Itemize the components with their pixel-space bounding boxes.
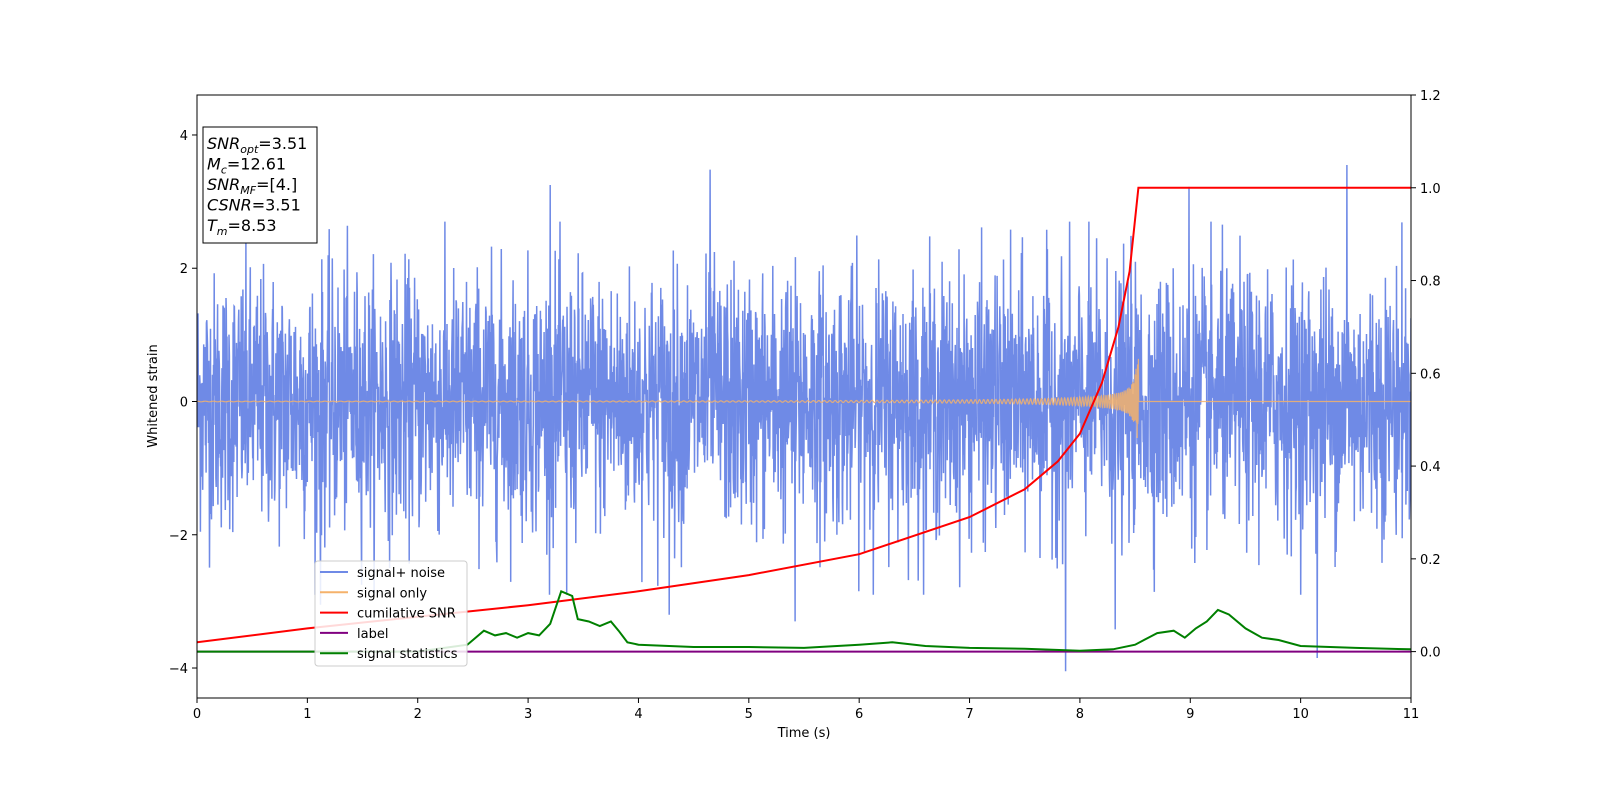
- y-axis-right: 0.0 0.2 0.4 0.6 0.8 1.0 1.2: [1411, 89, 1441, 661]
- y-axis-left: −4 −2 0 2 4: [169, 129, 197, 677]
- legend: signal+ noise signal only cumilative SNR la…: [314, 560, 468, 667]
- y-left-tick-label: −4: [169, 662, 188, 677]
- y-right-tick-label: 0.0: [1420, 646, 1441, 661]
- x-axis-title: Time (s): [777, 726, 831, 741]
- y-left-tick-label: −2: [169, 529, 188, 544]
- x-tick-label: 0: [193, 707, 201, 722]
- x-axis: 0 1 2 3 4 5 6 7 8 9 10 11: [193, 698, 1419, 722]
- y-left-tick-label: 4: [180, 129, 188, 144]
- x-tick-label: 8: [1076, 707, 1084, 722]
- series-signal-noise-line: [197, 164, 1411, 672]
- y-right-tick-label: 1.2: [1420, 89, 1441, 104]
- legend-label: signal+ noise: [357, 566, 445, 581]
- legend-label: signal statistics: [357, 647, 458, 662]
- annotation-line: CSNR=3.51: [207, 196, 301, 215]
- x-tick-label: 5: [745, 707, 753, 722]
- annotation-line: Mc=12.61: [207, 155, 286, 177]
- y-right-tick-label: 1.0: [1420, 182, 1441, 197]
- annotation-box: SNRopt=3.51Mc=12.61SNRMF=[4.]CSNR=3.51Tm…: [202, 126, 318, 244]
- y-right-tick-label: 0.4: [1420, 460, 1441, 475]
- annotation-line: SNRopt=3.51: [207, 134, 307, 156]
- series-signal-statistics-line: [197, 589, 1411, 653]
- annotation-line: Tm=8.53: [207, 216, 277, 238]
- x-tick-label: 10: [1292, 707, 1309, 722]
- y-right-tick-label: 0.2: [1420, 553, 1441, 568]
- plot-frame: [196, 94, 1412, 699]
- legend-label: label: [357, 627, 388, 642]
- x-tick-label: 6: [855, 707, 863, 722]
- y-axis-title: Whitened strain: [146, 344, 161, 447]
- x-tick-label: 4: [634, 707, 642, 722]
- x-tick-label: 3: [524, 707, 532, 722]
- y-left-tick-label: 0: [180, 395, 188, 410]
- legend-label: cumilative SNR: [357, 607, 456, 622]
- x-tick-label: 11: [1403, 707, 1420, 722]
- y-left-tick-label: 2: [180, 262, 188, 277]
- series-cumilative-snr-line: [197, 186, 1411, 644]
- x-tick-label: 9: [1186, 707, 1194, 722]
- x-tick-label: 7: [965, 707, 973, 722]
- annotation-line: SNRMF=[4.]: [207, 175, 297, 197]
- y-right-tick-label: 0.8: [1420, 275, 1441, 290]
- legend-label: signal only: [357, 586, 427, 601]
- x-tick-label: 2: [414, 707, 422, 722]
- y-right-tick-label: 0.6: [1420, 367, 1441, 382]
- x-tick-label: 1: [303, 707, 311, 722]
- series-signal-only-line: [197, 358, 1411, 439]
